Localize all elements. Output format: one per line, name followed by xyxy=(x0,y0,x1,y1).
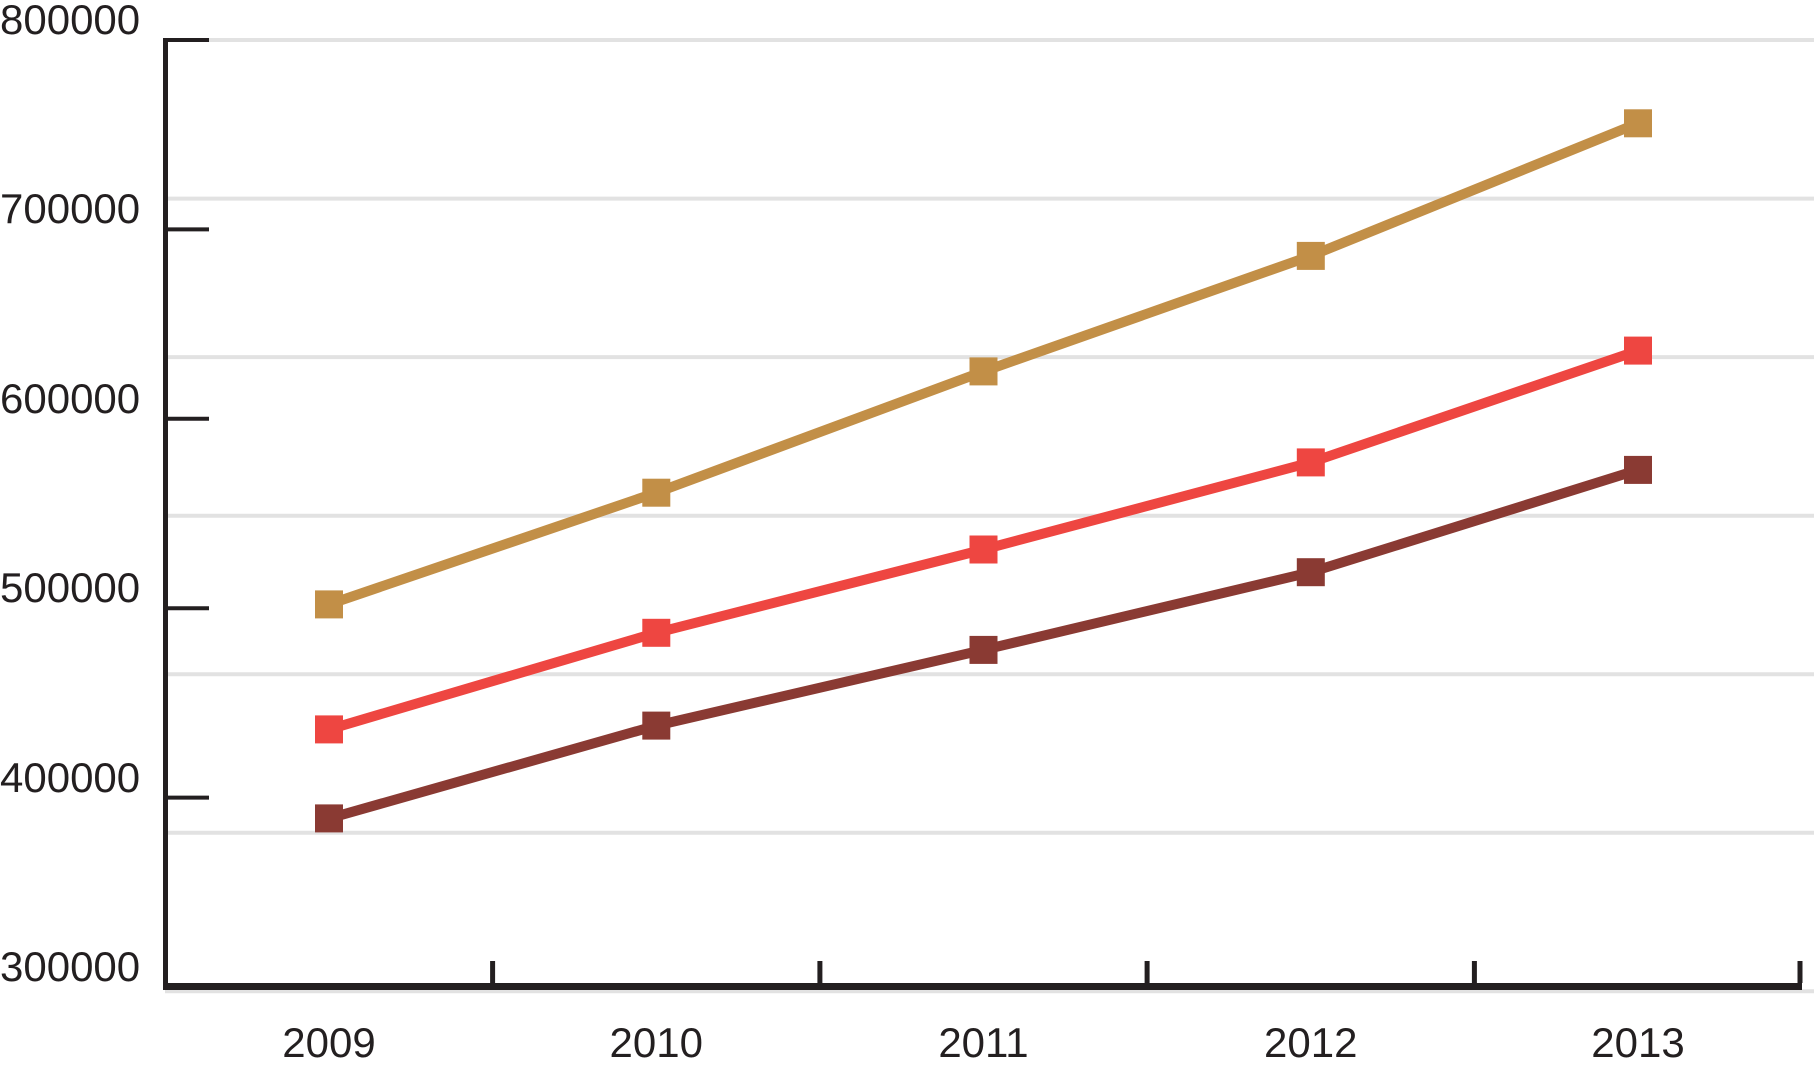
data-point-marker-upper-gold-series xyxy=(1296,241,1325,270)
y-axis-tick-label: 400000 xyxy=(0,753,141,801)
data-point-marker-upper-gold-series xyxy=(1624,109,1652,138)
data-point-marker-lower-brown-series xyxy=(315,804,343,833)
data-point-marker-upper-gold-series xyxy=(315,590,343,619)
data-point-marker-upper-gold-series xyxy=(969,357,998,386)
data-point-marker-middle-red-series xyxy=(969,535,998,564)
data-point-marker-middle-red-series xyxy=(1296,448,1325,477)
data-point-marker-lower-brown-series xyxy=(969,635,998,664)
y-axis-tick-label: 500000 xyxy=(0,564,141,612)
data-point-marker-middle-red-series xyxy=(315,715,343,744)
data-point-marker-lower-brown-series xyxy=(642,711,671,740)
x-axis-category-label: 2013 xyxy=(1591,1019,1685,1066)
y-axis-tick-label: 600000 xyxy=(0,374,141,422)
data-point-marker-upper-gold-series xyxy=(642,478,671,507)
y-axis-tick-label: 300000 xyxy=(0,943,141,990)
x-axis-category-label: 2009 xyxy=(282,1019,376,1066)
data-point-marker-lower-brown-series xyxy=(1624,455,1652,484)
data-point-marker-lower-brown-series xyxy=(1296,558,1325,587)
y-axis-tick-label: 700000 xyxy=(0,185,141,233)
x-axis-category-label: 2011 xyxy=(938,1019,1029,1066)
y-axis-tick-label: 800000 xyxy=(0,0,141,43)
data-point-marker-middle-red-series xyxy=(1624,336,1652,365)
data-point-marker-middle-red-series xyxy=(642,618,671,647)
x-axis-category-label: 2010 xyxy=(609,1019,703,1066)
x-axis-category-label: 2012 xyxy=(1264,1019,1358,1066)
